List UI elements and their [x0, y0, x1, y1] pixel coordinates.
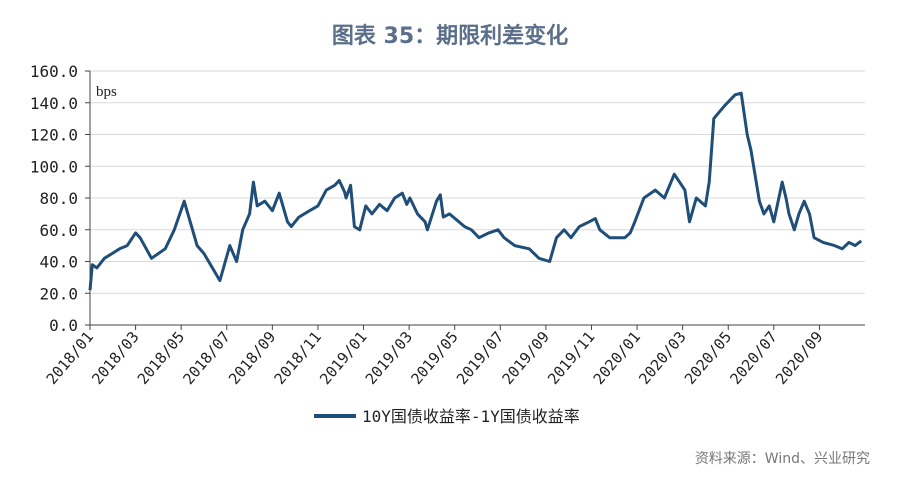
x-tick-label: 2020/07 [726, 328, 780, 388]
y-tick-label: 0.0 [49, 316, 78, 335]
y-tick-label: 100.0 [30, 157, 78, 176]
x-tick-label: 2020/09 [772, 328, 826, 388]
y-tick-label: 120.0 [30, 126, 78, 145]
x-tick-label: 2019/11 [544, 328, 598, 388]
y-tick-label: 40.0 [39, 253, 78, 272]
x-tick-label: 2018/09 [225, 328, 279, 388]
x-tick-label: 2018/03 [88, 328, 142, 388]
x-tick-label: 2019/01 [316, 328, 370, 388]
x-tick-label: 2020/01 [590, 328, 644, 388]
source-note: 资料来源：Wind、兴业研究 [694, 451, 870, 467]
legend-label: 10Y国债收益率-1Y国债收益率 [362, 407, 580, 426]
chart-title: 图表 35：期限利差变化 [331, 24, 569, 49]
x-tick-label: 2020/03 [635, 328, 689, 388]
y-unit-label: bps [96, 84, 117, 100]
y-tick-label: 60.0 [39, 221, 78, 240]
y-tick-label: 80.0 [39, 189, 78, 208]
x-tick-label: 2018/07 [179, 328, 233, 388]
y-tick-label: 20.0 [39, 284, 78, 303]
x-tick-label: 2019/05 [407, 328, 461, 388]
x-tick-label: 2018/05 [134, 328, 188, 388]
x-tick-label: 2019/03 [362, 328, 416, 388]
x-tick-label: 2020/05 [681, 328, 735, 388]
x-tick-label: 2019/09 [499, 328, 553, 388]
x-tick-label: 2019/07 [453, 328, 507, 388]
y-tick-label: 160.0 [30, 62, 78, 81]
x-tick-label: 2018/11 [271, 328, 325, 388]
y-tick-label: 140.0 [30, 94, 78, 113]
series-line [88, 91, 863, 291]
x-tick-label: 2018/01 [43, 328, 97, 388]
